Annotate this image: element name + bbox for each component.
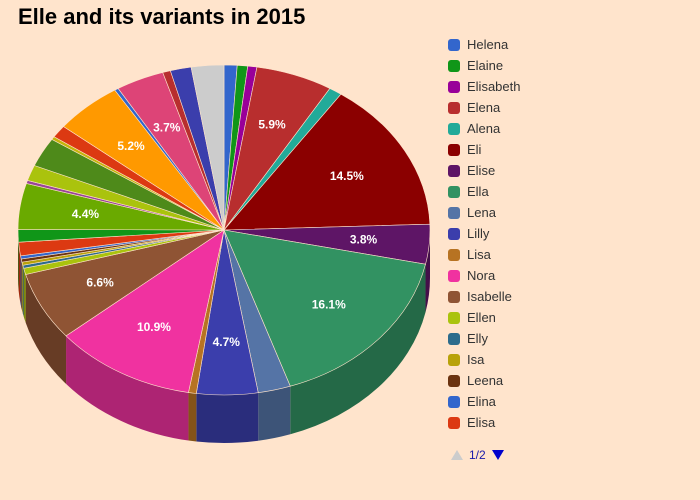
slice-percent-label: 5.2% <box>117 139 145 153</box>
legend-item-leena[interactable]: Leena <box>448 370 688 391</box>
legend-swatch <box>448 290 460 303</box>
legend-swatch <box>448 38 460 51</box>
legend-item-elisa[interactable]: Elisa <box>448 412 688 433</box>
legend-item-ellen[interactable]: Ellen <box>448 307 688 328</box>
slice-percent-label: 10.9% <box>137 320 171 334</box>
legend-label: Elena <box>467 100 501 115</box>
legend-item-isabelle[interactable]: Isabelle <box>448 286 688 307</box>
slice-percent-label: 16.1% <box>312 297 346 311</box>
pie-slice-side-lilly <box>196 392 259 443</box>
slice-percent-label: 3.8% <box>350 233 378 247</box>
legend-item-helena[interactable]: Helena <box>448 34 688 55</box>
pie-slice-side-elise <box>425 230 430 313</box>
legend-label: Isa <box>467 352 485 367</box>
pie-slice-side-ella <box>290 264 426 435</box>
page-down-arrow-icon[interactable] <box>491 449 505 461</box>
legend-swatch <box>448 59 460 72</box>
slice-percent-label: 14.5% <box>330 169 364 183</box>
legend: Helena Elaine Elisabeth Elena Alena Eli Elise E… <box>448 34 688 433</box>
legend-item-eli[interactable]: Eli <box>448 139 688 160</box>
legend-item-elina[interactable]: Elina <box>448 391 688 412</box>
legend-label: Elly <box>467 331 488 346</box>
legend-label: Lisa <box>467 247 491 262</box>
pie-slice-side-lena <box>258 386 291 441</box>
pie-slice-nora[interactable] <box>65 229 225 393</box>
legend-item-lilly[interactable]: Lilly <box>448 223 688 244</box>
legend-label: Elisa <box>467 415 496 430</box>
pie-slice-side-isabelle <box>25 274 67 384</box>
pie-slice-side-nora <box>66 335 189 441</box>
legend-swatch <box>448 374 460 387</box>
legend-swatch <box>448 122 460 135</box>
slice-percent-label: 5.9% <box>258 118 286 132</box>
legend-item-elaine[interactable]: Elaine <box>448 55 688 76</box>
legend-swatch <box>448 353 460 366</box>
pie-slice-eli[interactable] <box>223 93 431 231</box>
legend-swatch <box>448 395 460 408</box>
legend-swatch <box>448 227 460 240</box>
legend-item-ella[interactable]: Ella <box>448 181 688 202</box>
chart-title: Elle and its variants in 2015 <box>18 4 306 29</box>
legend-swatch <box>448 332 460 345</box>
pie-slice-side-elina <box>20 255 22 307</box>
legend-item-elena[interactable]: Elena <box>448 97 688 118</box>
legend-swatch <box>448 206 460 219</box>
pie-slice-slice-31[interactable] <box>190 64 225 231</box>
legend-swatch <box>448 269 460 282</box>
pie-slice-side-elisa <box>18 242 21 304</box>
legend-label: Lena <box>467 205 496 220</box>
legend-item-elisabeth[interactable]: Elisabeth <box>448 76 688 97</box>
pie-slice-side-leena <box>21 258 22 311</box>
legend-label: Isabelle <box>467 289 512 304</box>
legend-swatch <box>448 164 460 177</box>
pie-slice-side-slice-19 <box>18 230 19 291</box>
legend-item-lena[interactable]: Lena <box>448 202 688 223</box>
legend-label: Ella <box>467 184 489 199</box>
legend-swatch <box>448 185 460 198</box>
pie-slice-side-ellen <box>23 268 26 323</box>
legend-item-lisa[interactable]: Lisa <box>448 244 688 265</box>
page-up-arrow-icon[interactable] <box>450 449 464 461</box>
legend-label: Nora <box>467 268 496 283</box>
legend-pager: 1/2 <box>450 448 505 462</box>
legend-label: Elina <box>467 394 496 409</box>
slice-percent-label: 4.7% <box>213 335 241 349</box>
pie-slice-side-lisa <box>188 392 197 442</box>
legend-label: Alena <box>467 121 501 136</box>
pie-slice-side-elly <box>22 265 24 317</box>
slice-percent-label: 3.7% <box>153 121 181 135</box>
legend-item-elly[interactable]: Elly <box>448 328 688 349</box>
legend-swatch <box>448 248 460 261</box>
legend-label: Elise <box>467 163 496 178</box>
slice-percent-label: 4.4% <box>72 207 100 221</box>
legend-swatch <box>448 311 460 324</box>
legend-label: Lilly <box>467 226 490 241</box>
legend-label: Elisabeth <box>467 79 521 94</box>
pager-text: 1/2 <box>469 448 486 462</box>
legend-label: Ellen <box>467 310 496 325</box>
pie-slice-side-isa <box>21 262 23 314</box>
legend-label: Elaine <box>467 58 504 73</box>
slice-percent-label: 6.6% <box>86 275 114 289</box>
legend-item-elise[interactable]: Elise <box>448 160 688 181</box>
legend-item-isa[interactable]: Isa <box>448 349 688 370</box>
legend-label: Helena <box>467 37 509 52</box>
legend-label: Leena <box>467 373 504 388</box>
legend-swatch <box>448 416 460 429</box>
pie-slice-ella[interactable] <box>223 229 426 387</box>
legend-label: Eli <box>467 142 482 157</box>
legend-swatch <box>448 101 460 114</box>
legend-swatch <box>448 143 460 156</box>
legend-item-nora[interactable]: Nora <box>448 265 688 286</box>
legend-item-alena[interactable]: Alena <box>448 118 688 139</box>
legend-swatch <box>448 80 460 93</box>
